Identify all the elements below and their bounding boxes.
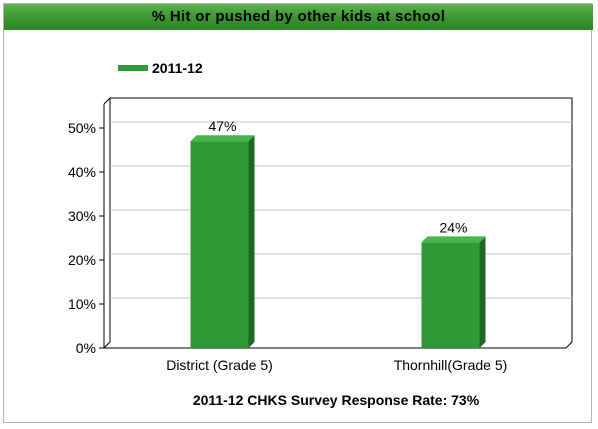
chart-title: % Hit or pushed by other kids at school — [4, 4, 593, 30]
y-tick-label: 30% — [68, 208, 96, 224]
y-tick-label: 0% — [76, 340, 96, 356]
legend-swatch-2011-12 — [118, 65, 148, 71]
bar-top — [421, 236, 486, 243]
bar-side — [248, 135, 255, 348]
y-axis-line-top — [103, 97, 111, 105]
y-tick-label: 40% — [68, 164, 96, 180]
y-tick-label: 50% — [68, 120, 96, 136]
x-axis: District (Grade 5) Thornhill(Grade 5) — [166, 357, 507, 373]
plot-area — [102, 97, 573, 349]
x-tick-label: District (Grade 5) — [166, 357, 273, 373]
bar-side — [479, 236, 486, 348]
legend-label-2011-12: 2011-12 — [152, 60, 203, 76]
bar-top — [190, 135, 255, 142]
bars: 47% 24% — [190, 118, 486, 348]
y-axis: 0% 10% 20% 30% 40% 50% — [68, 120, 104, 356]
bar — [190, 141, 249, 348]
grid — [102, 97, 573, 349]
response-rate-caption: 2011-12 CHKS Survey Response Rate: 73% — [193, 392, 480, 408]
x-tick-label: Thornhill(Grade 5) — [394, 357, 508, 373]
y-tick-label: 20% — [68, 252, 96, 268]
bar-value-label: 24% — [439, 219, 467, 235]
bar — [421, 242, 480, 348]
y-tick-label: 10% — [68, 296, 96, 312]
bar-value-label: 47% — [208, 118, 236, 134]
legend: 2011-12 — [118, 60, 203, 76]
